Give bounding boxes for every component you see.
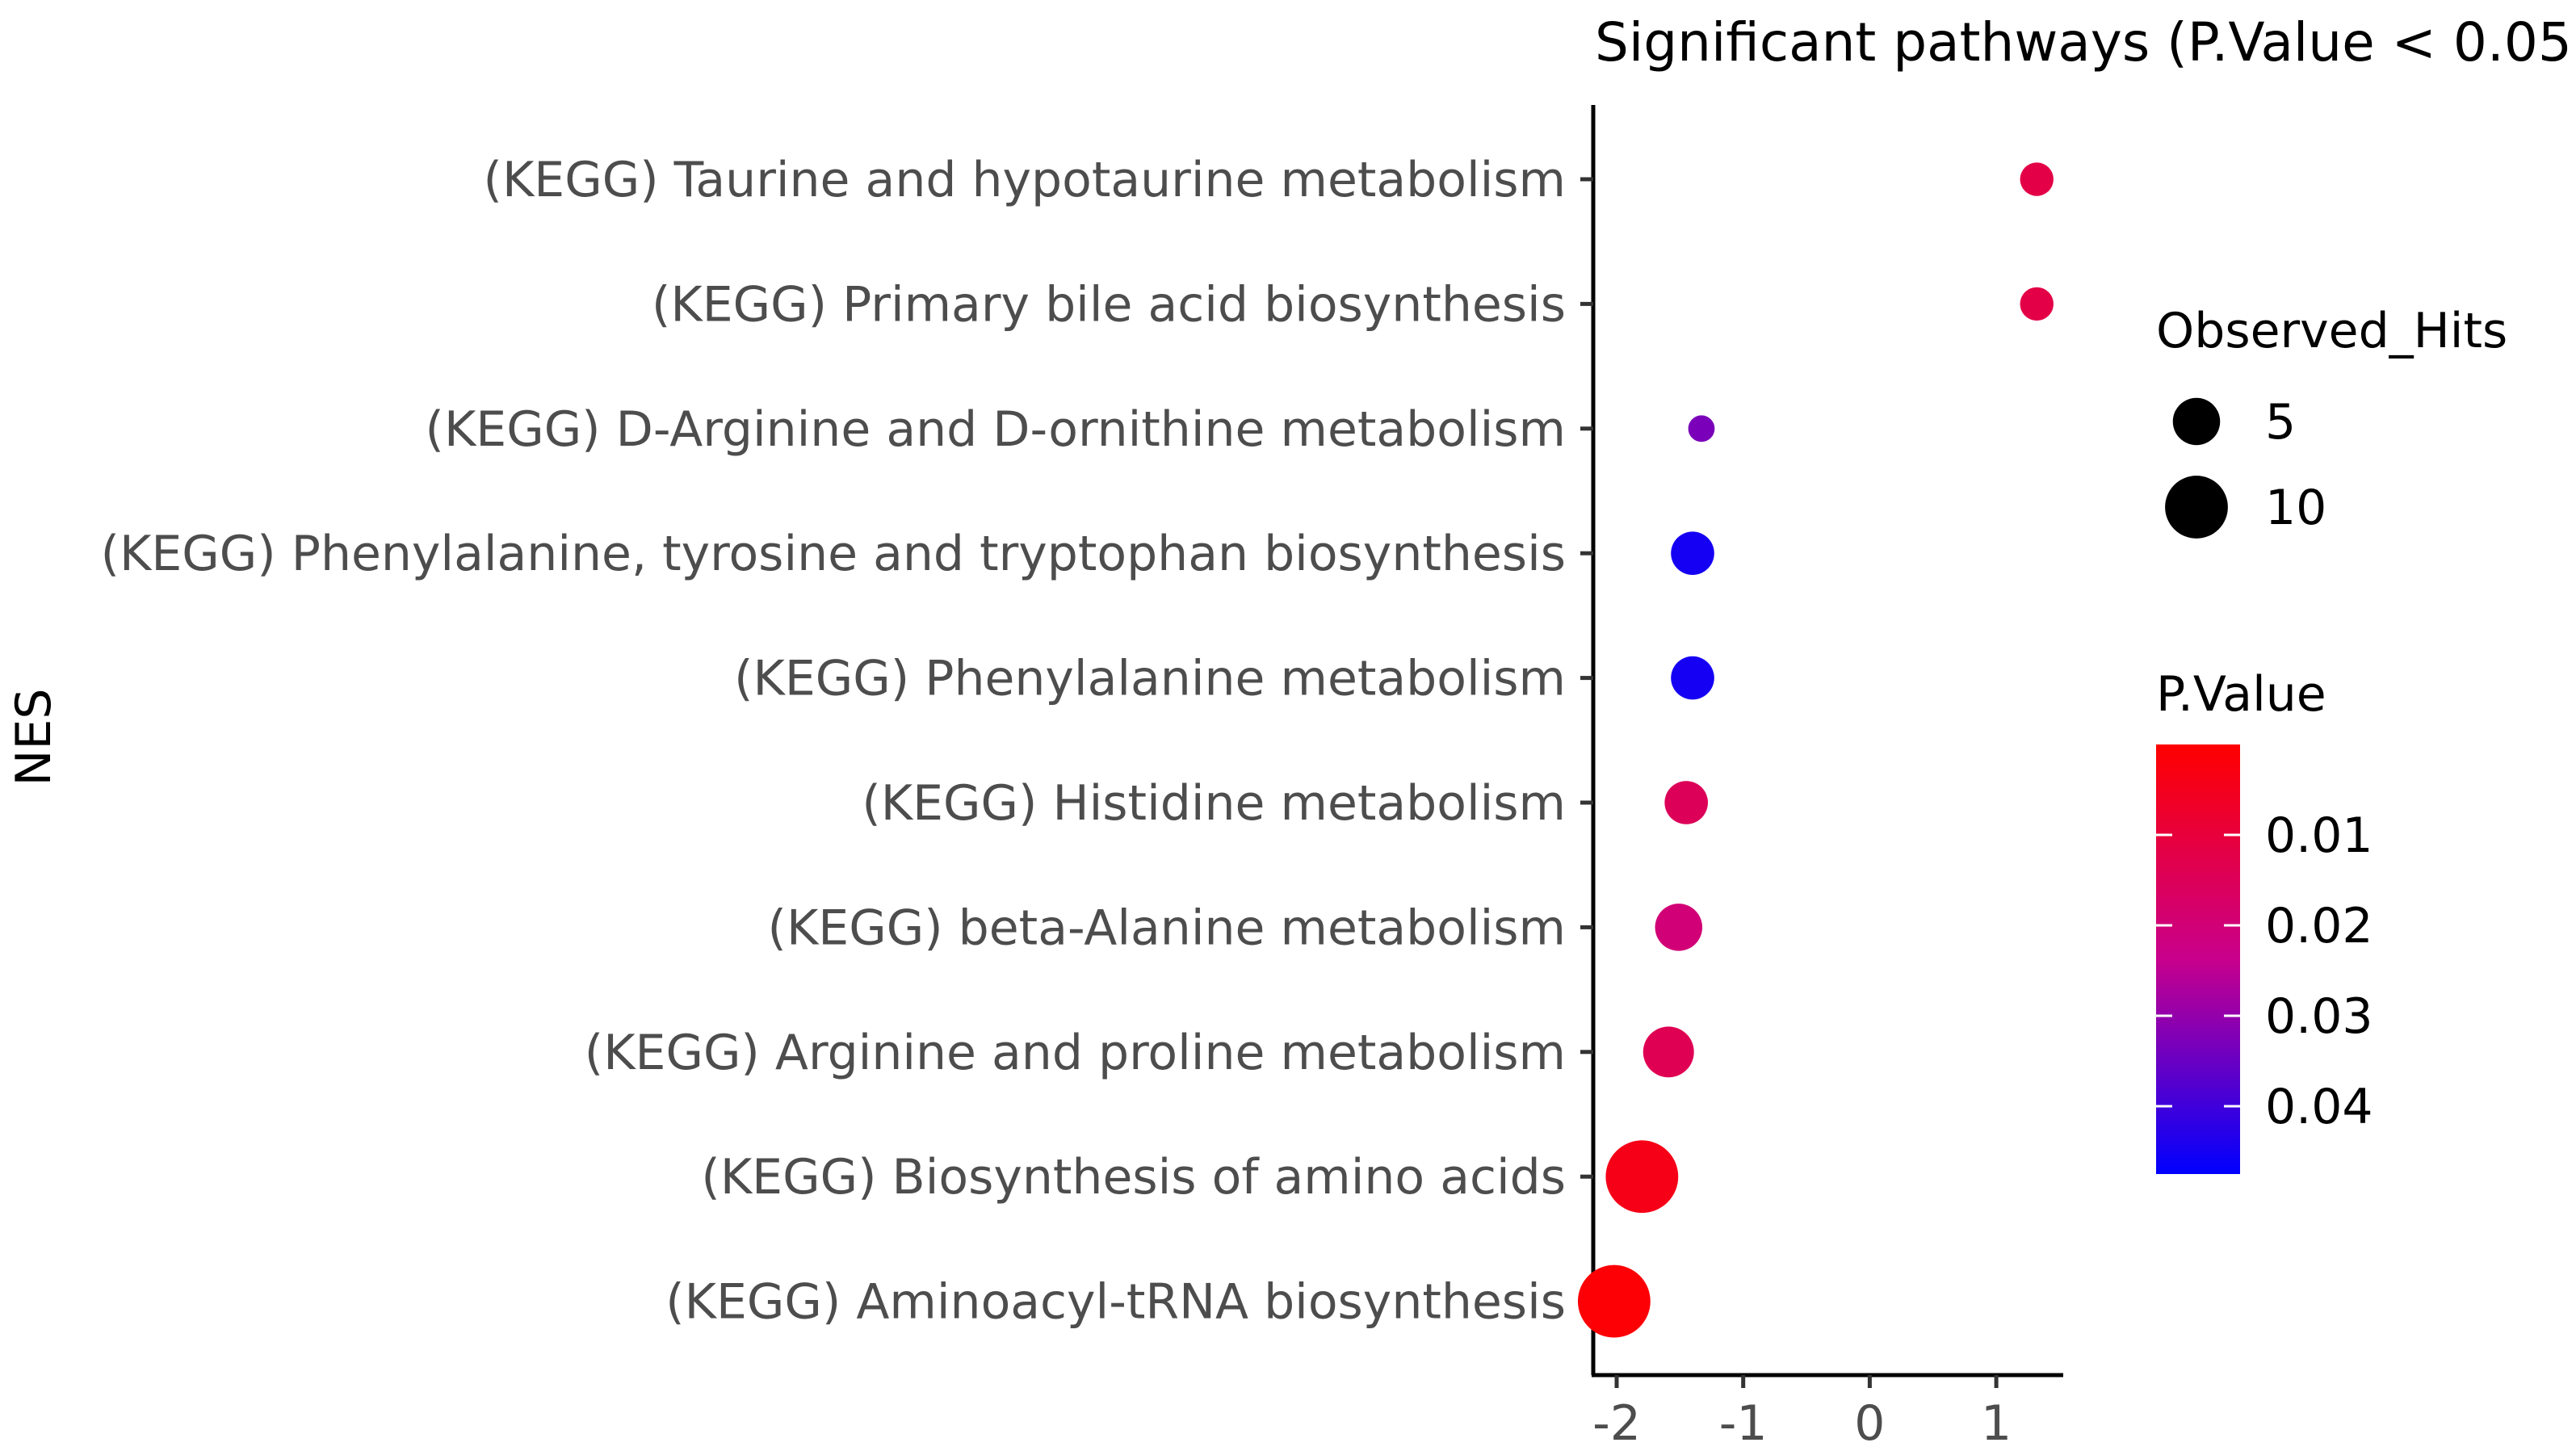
color-legend-bar — [2156, 744, 2240, 1174]
y-axis-labels: (KEGG) Taurine and hypotaurine metabolis… — [101, 152, 1593, 1331]
data-point — [2020, 287, 2054, 321]
data-point — [1577, 1264, 1651, 1338]
size-legend-key — [2172, 397, 2221, 446]
x-tick-label: 0 — [1854, 1395, 1885, 1451]
y-tick-label: (KEGG) Phenylalanine, tyrosine and trypt… — [101, 526, 1566, 582]
y-tick-label: (KEGG) Aminoacyl-tRNA biosynthesis — [665, 1274, 1566, 1331]
y-tick-label: (KEGG) Arginine and proline metabolism — [585, 1025, 1566, 1081]
data-point — [1605, 1140, 1679, 1214]
y-tick-label: (KEGG) Taurine and hypotaurine metabolis… — [484, 152, 1566, 208]
y-tick-label: (KEGG) Primary bile acid biosynthesis — [652, 276, 1566, 333]
color-legend-title: P.Value — [2156, 666, 2326, 723]
size-legend-title: Observed_Hits — [2156, 303, 2507, 359]
data-point — [1643, 1026, 1694, 1078]
chart-title: Significant pathways (P.Value < 0.05 — [1595, 11, 2572, 73]
size-legend-label: 10 — [2265, 480, 2326, 536]
data-point — [1688, 415, 1715, 442]
color-legend-label: 0.03 — [2265, 988, 2373, 1045]
data-points — [1577, 162, 2054, 1338]
x-tick-label: -2 — [1592, 1395, 1641, 1451]
y-tick-label: (KEGG) Biosynthesis of amino acids — [701, 1149, 1566, 1206]
x-axis-ticks: -2 -1 0 1 — [1592, 1375, 2012, 1451]
size-legend: Observed_Hits 5 10 — [2156, 303, 2507, 539]
y-tick-label: (KEGG) beta-Alanine metabolism — [768, 900, 1566, 956]
data-point — [1671, 656, 1714, 700]
color-legend-label: 0.02 — [2265, 898, 2373, 954]
data-point — [1664, 781, 1708, 824]
x-tick-label: 1 — [1981, 1395, 2012, 1451]
y-tick-label: (KEGG) D-Arginine and D-ornithine metabo… — [426, 401, 1566, 458]
x-tick-label: -1 — [1719, 1395, 1768, 1451]
y-tick-label: (KEGG) Histidine metabolism — [862, 775, 1566, 832]
color-legend: P.Value 0.01 0.02 0.03 0.04 — [2156, 666, 2373, 1174]
data-point — [1655, 904, 1703, 951]
y-tick-label: (KEGG) Phenylalanine metabolism — [734, 651, 1566, 707]
color-legend-label: 0.01 — [2265, 807, 2373, 864]
size-legend-key — [2165, 476, 2228, 539]
data-point — [1671, 531, 1714, 575]
data-point — [2020, 162, 2054, 196]
size-legend-label: 5 — [2265, 394, 2296, 451]
color-legend-label: 0.04 — [2265, 1079, 2373, 1135]
y-axis-title: NES — [6, 689, 62, 786]
